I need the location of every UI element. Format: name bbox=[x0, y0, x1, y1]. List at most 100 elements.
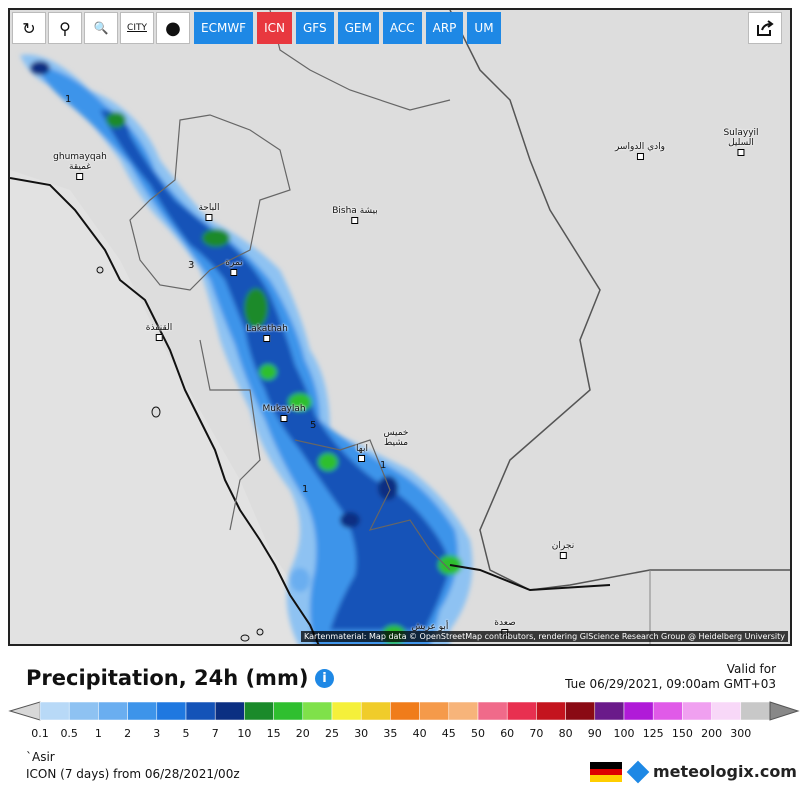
scale-cell bbox=[477, 701, 508, 721]
scale-label: 1 bbox=[94, 727, 102, 740]
scale-cell bbox=[419, 701, 450, 721]
scale-label: 80 bbox=[558, 727, 573, 740]
region-name: `Asir bbox=[26, 750, 55, 764]
marker-button[interactable]: ● bbox=[156, 12, 190, 44]
refresh-button[interactable]: ↻ bbox=[12, 12, 46, 44]
scale-label: 0.1 bbox=[31, 727, 49, 740]
province-border bbox=[129, 114, 291, 291]
city-marker bbox=[263, 335, 271, 342]
share-icon bbox=[757, 20, 774, 36]
city-toggle-button[interactable]: CITY bbox=[120, 12, 154, 44]
model-um-button[interactable]: UM bbox=[467, 12, 501, 44]
balloon-icon: ● bbox=[165, 17, 181, 39]
city-sulayyil[interactable]: Sulayyil السليل bbox=[723, 128, 759, 156]
city-lakathah[interactable]: Lakathah bbox=[246, 324, 288, 342]
city-marker bbox=[636, 153, 644, 160]
city-marker bbox=[205, 214, 213, 221]
valid-time: Tue 06/29/2021, 09:00am GMT+03 bbox=[565, 677, 776, 691]
contour-label: 1 bbox=[380, 460, 386, 471]
model-run-info: ICON (7 days) from 06/28/2021/00z bbox=[26, 767, 240, 781]
scale-label: 3 bbox=[153, 727, 161, 740]
location-button[interactable]: ⚲ bbox=[48, 12, 82, 44]
city-label: نمرة bbox=[225, 258, 243, 268]
city-marker bbox=[559, 552, 567, 559]
scale-cell bbox=[214, 701, 245, 721]
scale-label: 0.5 bbox=[60, 727, 78, 740]
scale-label: 15 bbox=[266, 727, 281, 740]
model-arp-button[interactable]: ARP bbox=[425, 12, 464, 44]
city-label: Mukaylah bbox=[262, 404, 306, 414]
city-bisha[interactable]: Bisha بيشة bbox=[332, 206, 378, 224]
city-abha[interactable]: ابها bbox=[356, 444, 368, 462]
scale-cell bbox=[273, 701, 304, 721]
scale-cell bbox=[506, 701, 537, 721]
city-al-qunfudhah[interactable]: القنفذة bbox=[146, 323, 172, 341]
city-icon: CITY bbox=[127, 23, 147, 33]
city-najran[interactable]: نجران bbox=[552, 541, 574, 559]
scale-cell bbox=[711, 701, 742, 721]
model-gfs-button[interactable]: GFS bbox=[296, 12, 334, 44]
flag-stripe bbox=[590, 762, 622, 769]
scale-left-arrow bbox=[8, 701, 41, 721]
precipitation-layer bbox=[20, 54, 473, 644]
scale-cell bbox=[623, 701, 654, 721]
city-marker bbox=[737, 149, 745, 156]
scale-label: 100 bbox=[613, 727, 635, 740]
scale-label: 30 bbox=[354, 727, 369, 740]
model-acc-button[interactable]: ACC bbox=[382, 12, 422, 44]
scale-label: 150 bbox=[671, 727, 693, 740]
city-mukaylah[interactable]: Mukaylah bbox=[262, 404, 306, 422]
yemen-border bbox=[449, 564, 611, 592]
scale-cell bbox=[594, 701, 625, 721]
share-button[interactable] bbox=[748, 12, 782, 44]
scale-right-arrow bbox=[769, 701, 800, 721]
info-icon[interactable]: i bbox=[315, 669, 334, 688]
scale-cell bbox=[244, 701, 274, 721]
color-scale-bar bbox=[8, 701, 800, 721]
flag-stripe bbox=[590, 775, 622, 782]
sea-area bbox=[10, 170, 328, 644]
city-marker bbox=[230, 269, 238, 276]
city-label: ghumayqah غميقة bbox=[53, 152, 107, 172]
model-gem-button[interactable]: GEM bbox=[337, 12, 379, 44]
scale-label: 5 bbox=[182, 727, 190, 740]
meteologix-mark-icon bbox=[626, 760, 650, 783]
scale-label: 45 bbox=[441, 727, 456, 740]
contour-label: 5 bbox=[310, 420, 316, 431]
meteologix-logo[interactable]: meteologix.com bbox=[626, 760, 797, 783]
scale-label: 10 bbox=[237, 727, 252, 740]
city-label: الباحة bbox=[198, 203, 220, 213]
brand-text: meteologix.com bbox=[653, 762, 797, 781]
city-ghumayqah[interactable]: ghumayqah غميقة bbox=[53, 152, 107, 180]
city-khamis-mushait[interactable]: خميس مشيط bbox=[384, 428, 409, 448]
scale-label: 50 bbox=[471, 727, 485, 740]
city-al-baha[interactable]: الباحة bbox=[198, 203, 220, 221]
zoom-button[interactable]: 🔍 bbox=[84, 12, 118, 44]
flag-stripe bbox=[590, 768, 622, 776]
city-label: Lakathah bbox=[246, 324, 288, 334]
scale-cell bbox=[740, 701, 771, 721]
city-marker bbox=[358, 455, 366, 462]
city-label: Bisha بيشة bbox=[332, 206, 378, 216]
scale-cell bbox=[68, 701, 99, 721]
city-namira[interactable]: نمرة bbox=[225, 258, 243, 276]
scale-label: 35 bbox=[383, 727, 398, 740]
scale-cell bbox=[302, 701, 333, 721]
zoom-icon: 🔍 bbox=[93, 21, 109, 35]
scale-label: 125 bbox=[642, 727, 664, 740]
map-canvas: 1 3 5 1 1 bbox=[10, 10, 790, 644]
map-toolbar: ↻ ⚲ 🔍 CITY ● ECMWF ICN GFS GEM ACC ARP U… bbox=[12, 12, 501, 46]
weather-map[interactable]: 1 3 5 1 1 ghumayqah غميقة الباحة Bisha ب… bbox=[8, 8, 792, 646]
city-marker bbox=[280, 415, 288, 422]
city-wadi-ad-dawasir[interactable]: وادي الدواسر bbox=[615, 142, 665, 160]
city-label: خميس مشيط bbox=[383, 428, 409, 448]
city-label: أبو عريش bbox=[411, 622, 449, 632]
city-abu-arish[interactable]: أبو عريش bbox=[412, 622, 449, 632]
model-ecmwf-button[interactable]: ECMWF bbox=[194, 12, 254, 44]
scale-label: 300 bbox=[730, 727, 752, 740]
model-icn-button[interactable]: ICN bbox=[257, 12, 292, 44]
scale-cell bbox=[156, 701, 187, 721]
scale-cell bbox=[127, 701, 158, 721]
coastline bbox=[10, 177, 320, 644]
contour-label: 1 bbox=[302, 484, 308, 495]
